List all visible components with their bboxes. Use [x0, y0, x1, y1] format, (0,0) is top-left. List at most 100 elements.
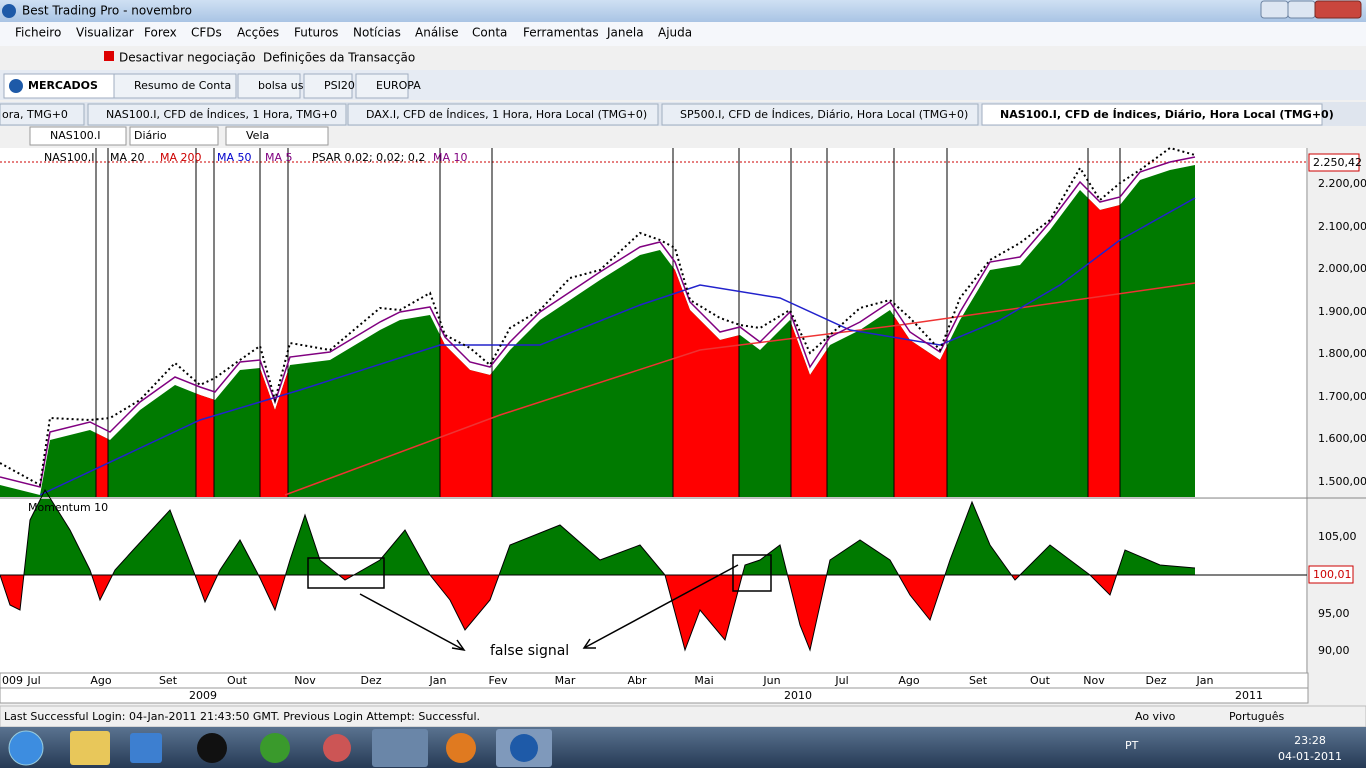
momentum-pane	[0, 499, 1308, 673]
menu-item[interactable]: CFDs	[191, 26, 222, 40]
menu-item[interactable]: Visualizar	[76, 26, 134, 40]
clock-date: 04-01-2011	[1278, 750, 1342, 763]
month-label: Ago	[898, 674, 920, 687]
indicator-label[interactable]: PSAR 0,02; 0,02; 0,2	[312, 151, 425, 164]
price-tick-label: 2.100,00	[1318, 220, 1366, 233]
menu-item[interactable]: Ajuda	[658, 26, 692, 40]
indicator-label[interactable]: MA 50	[217, 151, 252, 164]
ma20	[0, 156, 1196, 488]
firefox-icon[interactable]	[446, 733, 476, 763]
arrowhead	[451, 639, 466, 652]
close[interactable]	[1314, 0, 1362, 19]
menu-item[interactable]: Janela	[606, 26, 644, 40]
app-icon[interactable]	[323, 734, 351, 762]
menu-item[interactable]: Acções	[237, 26, 279, 40]
year-label: 2009	[189, 689, 217, 702]
chart-toolbar	[0, 126, 1366, 148]
tab-label: PSI20	[324, 79, 355, 92]
media-icon[interactable]	[130, 733, 162, 763]
trading-icon[interactable]	[510, 734, 538, 762]
language: Português	[1229, 710, 1285, 723]
momentum-label: Momentum 10	[28, 501, 108, 514]
ma50	[39, 197, 1196, 496]
chart-tab[interactable]	[661, 103, 979, 126]
input-language: PT	[1125, 739, 1139, 752]
start-button[interactable]	[8, 730, 44, 766]
taskbar-icons	[70, 729, 552, 767]
period-select[interactable]	[129, 126, 219, 146]
clock-time: 23:28	[1294, 734, 1326, 747]
month-label: Abr	[627, 674, 647, 687]
price-tick-label: 1.900,00	[1318, 305, 1366, 318]
tab[interactable]	[237, 73, 301, 99]
toolbar-button[interactable]: Desactivar negociação	[119, 51, 256, 65]
chart-tab[interactable]	[0, 103, 85, 126]
messenger-icon[interactable]	[372, 729, 428, 767]
utorrent-icon[interactable]	[260, 733, 290, 763]
chart-tab[interactable]	[347, 103, 659, 126]
connection-status: Ao vivo	[1135, 710, 1176, 723]
minimize[interactable]	[1260, 0, 1289, 19]
tab-label: MERCADOS	[28, 79, 98, 92]
arrowhead	[582, 638, 596, 649]
menu-item[interactable]: Futuros	[294, 26, 338, 40]
price-tick-label: 1.700,00	[1318, 390, 1366, 403]
month-label: Nov	[1083, 674, 1105, 687]
chart-tab[interactable]	[87, 103, 347, 126]
indicator-label[interactable]: MA 20	[110, 151, 145, 164]
mercados-icon	[9, 79, 23, 93]
tab[interactable]	[355, 73, 409, 99]
signal-box	[732, 554, 772, 592]
month-label: 009	[2, 674, 23, 687]
indicator-label[interactable]: MA 10	[433, 151, 468, 164]
month-label: Jan	[429, 674, 447, 687]
menu-item[interactable]: Conta	[472, 26, 507, 40]
month-label: Mar	[555, 674, 576, 687]
year-label: 2010	[784, 689, 812, 702]
menu-bar	[0, 22, 1366, 46]
price-tick-label: 1.600,00	[1318, 432, 1366, 445]
momentum-value: 100,01	[1313, 568, 1352, 581]
menu-item[interactable]: Ferramentas	[523, 26, 599, 40]
month-label: Fev	[488, 674, 507, 687]
year-label: 2011	[1235, 689, 1263, 702]
momentum-value-box	[1308, 565, 1354, 584]
month-label: Dez	[360, 674, 381, 687]
stop-icon	[104, 51, 114, 61]
chart-tab[interactable]	[981, 103, 1323, 126]
menu-item[interactable]: Ficheiro	[15, 26, 61, 40]
month-label: Out	[227, 674, 248, 687]
tab[interactable]	[303, 73, 353, 99]
arrow	[359, 593, 465, 651]
indicator-label[interactable]: MA 5	[265, 151, 293, 164]
menu-item[interactable]: Análise	[415, 26, 458, 40]
explorer-icon[interactable]	[70, 731, 110, 765]
price-tick-label: 2.000,00	[1318, 262, 1366, 275]
menu-item[interactable]: Notícias	[353, 26, 401, 40]
momentum-line	[0, 488, 1196, 652]
menu-item[interactable]: Forex	[144, 26, 177, 40]
window-title: Best Trading Pro - novembro	[22, 4, 192, 18]
chart-tab-label: ora, TMG+0	[2, 108, 68, 121]
price-tick-label: 1.800,00	[1318, 347, 1366, 360]
month-label: Jul	[26, 674, 40, 687]
arrow	[583, 564, 739, 649]
symbol-box[interactable]	[29, 126, 127, 146]
title-bar	[0, 0, 1366, 22]
price-tick-label: 2.200,00	[1318, 177, 1366, 190]
tab-label: bolsa usa	[258, 79, 310, 92]
month-label: Dez	[1145, 674, 1166, 687]
style-select[interactable]	[225, 126, 329, 146]
taskbar	[0, 727, 1366, 768]
current-price-box	[1308, 153, 1360, 172]
indicator-label[interactable]: MA 200	[160, 151, 202, 164]
symbol: NAS100.I	[50, 129, 100, 142]
toolbar-button[interactable]: Definições da Transacção	[263, 51, 415, 65]
red-area	[1088, 165, 1120, 497]
momentum-tick-label: 90,00	[1318, 644, 1350, 657]
hp-icon[interactable]	[197, 733, 227, 763]
maximize[interactable]	[1287, 0, 1316, 19]
tab[interactable]	[113, 73, 237, 99]
month-label: Set	[969, 674, 988, 687]
indicator-label[interactable]: NAS100.I	[44, 151, 94, 164]
